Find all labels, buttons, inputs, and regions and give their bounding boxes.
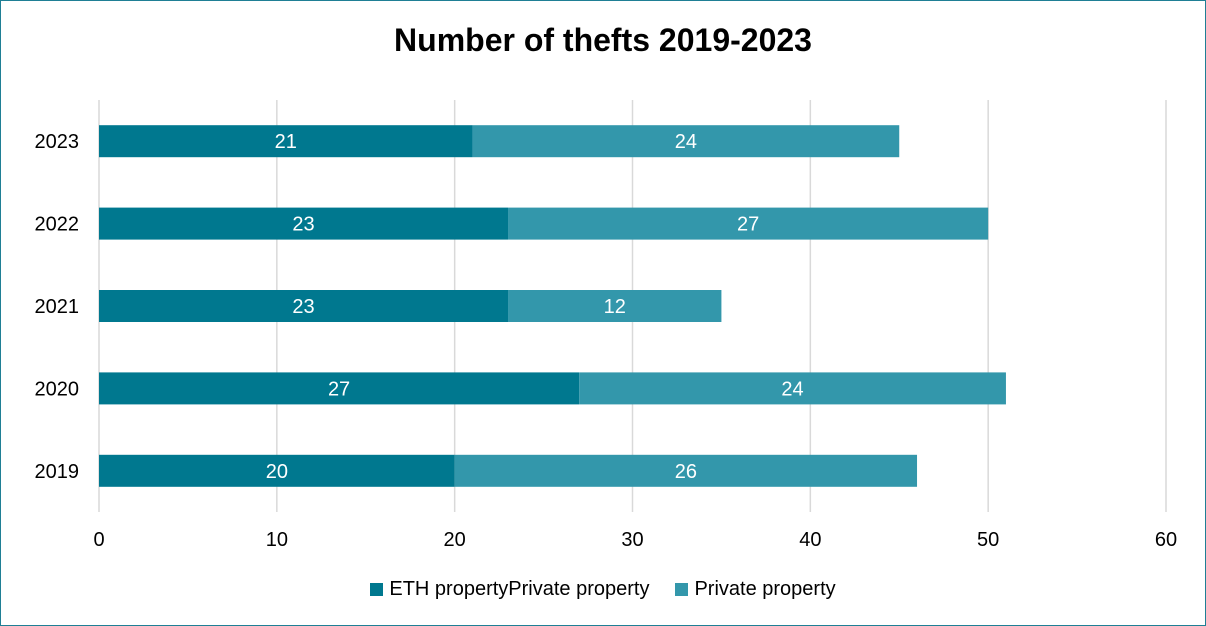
bar-segment [99, 454, 455, 487]
x-axis-ticks: 0 10 20 30 40 50 60 [93, 529, 1177, 551]
data-label: 12 [604, 296, 626, 318]
data-label: 21 [275, 131, 297, 153]
chart-title: Number of thefts 2019-2023 [394, 22, 812, 58]
legend-item-private: Private property [675, 578, 836, 601]
legend-label-eth: ETH propertyPrivate property [389, 578, 650, 600]
data-label: 24 [675, 131, 697, 153]
y-tick-label: 2022 [35, 214, 80, 236]
legend-label-private: Private property [694, 578, 836, 600]
y-axis-ticks: 2023 2022 2021 2020 2019 [35, 131, 80, 483]
x-tick-label: 0 [93, 529, 104, 551]
x-tick-label: 10 [266, 529, 288, 551]
legend-swatch-eth [370, 583, 384, 596]
bar-segment [454, 454, 918, 487]
x-tick-label: 60 [1155, 529, 1177, 551]
x-tick-label: 20 [444, 529, 466, 551]
bar-segment [472, 125, 900, 158]
bars [99, 125, 1006, 487]
bar-segment [508, 207, 989, 240]
bar-segment [508, 290, 722, 322]
y-tick-label: 2019 [35, 461, 80, 483]
x-tick-label: 30 [621, 529, 643, 551]
data-labels: 21 24 23 27 23 12 27 24 20 26 [266, 131, 804, 483]
y-tick-label: 2023 [35, 131, 80, 153]
bar-segment [99, 207, 509, 240]
data-label: 27 [328, 378, 350, 400]
x-tick-label: 50 [977, 529, 999, 551]
data-label: 24 [781, 378, 803, 400]
y-tick-label: 2020 [35, 378, 80, 400]
data-label: 26 [675, 461, 697, 483]
bar-segment [99, 372, 580, 405]
data-label: 23 [292, 296, 314, 318]
legend-item-eth: ETH propertyPrivate property [370, 578, 649, 601]
bar-segment [579, 372, 1006, 405]
data-label: 23 [292, 214, 314, 236]
bar-segment [99, 290, 509, 322]
y-tick-label: 2021 [35, 296, 80, 318]
x-tick-label: 40 [799, 529, 821, 551]
data-label: 20 [266, 461, 288, 483]
bar-segment [99, 125, 473, 158]
data-label: 27 [737, 214, 759, 236]
legend-swatch-private [675, 583, 689, 596]
legend: ETH propertyPrivate property Private pro… [0, 578, 1206, 601]
